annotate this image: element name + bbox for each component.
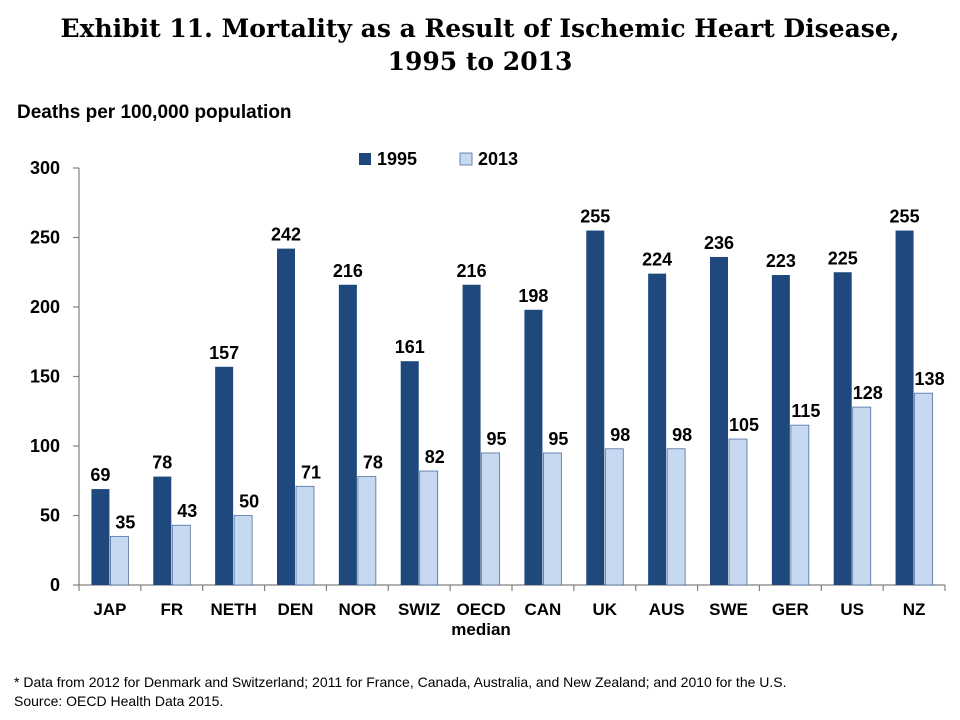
legend-label-1995: 1995 (377, 149, 417, 169)
bar-2013 (419, 470, 439, 586)
data-label-1995: 78 (152, 453, 172, 473)
y-tick-label: 200 (30, 297, 60, 317)
data-label-2013: 105 (729, 415, 759, 435)
legend-swatch-1995 (359, 153, 371, 165)
bar-1995 (648, 273, 667, 585)
bar-1995 (153, 476, 172, 585)
y-tick-label: 50 (40, 506, 60, 526)
footnote: * Data from 2012 for Denmark and Switzer… (14, 673, 787, 711)
chart-title-line-2: 1995 to 2013 (387, 47, 573, 76)
data-label-2013: 35 (115, 512, 135, 532)
chart-title-line-1: Exhibit 11. Mortality as a Result of Isc… (60, 14, 900, 43)
data-label-1995: 216 (457, 261, 487, 281)
x-category-label: DEN (278, 600, 314, 619)
x-category-label: SWIZ (398, 600, 441, 619)
y-tick-label: 150 (30, 367, 60, 387)
data-label-1995: 236 (704, 233, 734, 253)
bar-2013 (357, 476, 377, 586)
bar-2013 (543, 452, 562, 586)
bar-2013 (914, 392, 933, 586)
legend-label-2013: 2013 (478, 149, 518, 169)
x-category-label: NOR (338, 600, 376, 619)
x-category-label: US (840, 600, 864, 619)
x-category-label: NZ (903, 600, 926, 619)
data-label-1995: 225 (828, 248, 858, 268)
bar-2013 (852, 406, 872, 586)
y-axis-label: Deaths per 100,000 population (17, 102, 292, 123)
data-label-2013: 98 (672, 425, 692, 445)
y-tick-label: 300 (30, 158, 60, 178)
bar-2013 (728, 438, 748, 586)
bar-1995 (833, 272, 852, 585)
x-category-label: AUS (649, 600, 685, 619)
x-category-label: OECD (457, 600, 506, 619)
data-label-1995: 216 (333, 261, 363, 281)
bar-2013 (171, 524, 191, 586)
data-label-1995: 69 (90, 465, 110, 485)
footnote-data-note: * Data from 2012 for Denmark and Switzer… (14, 674, 787, 690)
bar-2013 (481, 452, 500, 586)
data-label-2013: 78 (363, 453, 383, 473)
y-tick-label: 100 (30, 436, 60, 456)
data-label-1995: 198 (518, 286, 548, 306)
bar-1995 (710, 256, 728, 585)
data-label-1995: 223 (766, 251, 796, 271)
data-label-1995: 161 (395, 337, 425, 357)
data-label-2013: 82 (425, 447, 445, 467)
bar-2013 (790, 424, 810, 586)
bar-1995 (338, 284, 357, 585)
data-label-2013: 43 (177, 501, 197, 521)
data-label-2013: 95 (548, 429, 568, 449)
data-label-1995: 255 (890, 207, 920, 227)
bar-2013 (604, 448, 624, 586)
bar-1995 (400, 361, 419, 585)
y-tick-label: 250 (30, 228, 60, 248)
bar-1995 (91, 489, 110, 585)
data-label-2013: 128 (853, 383, 883, 403)
data-label-2013: 50 (239, 492, 259, 512)
x-category-label: CAN (525, 600, 562, 619)
x-category-label: NETH (211, 600, 257, 619)
bar-1995 (895, 230, 914, 586)
data-label-1995: 255 (580, 207, 610, 227)
x-category-label: JAP (93, 600, 126, 619)
bar-2013 (110, 535, 129, 586)
bar-1995 (771, 275, 790, 585)
bar-1995 (462, 284, 481, 585)
data-label-2013: 138 (915, 369, 945, 389)
footnote-source: Source: OECD Health Data 2015. (14, 693, 224, 709)
x-category-label: GER (772, 600, 809, 619)
legend-swatch-2013 (459, 152, 473, 166)
x-category-label: UK (593, 600, 618, 619)
bar-1995 (277, 248, 295, 585)
data-label-2013: 95 (487, 429, 507, 449)
bar-1995 (586, 230, 605, 586)
bar-2013 (666, 448, 686, 586)
bar-1995 (524, 309, 543, 585)
bar-2013 (295, 485, 315, 586)
data-label-1995: 157 (209, 343, 239, 363)
data-label-1995: 242 (271, 225, 301, 245)
x-category-label: FR (160, 600, 183, 619)
data-label-2013: 71 (301, 462, 321, 482)
bar-1995 (215, 366, 234, 585)
data-label-2013: 115 (791, 401, 820, 421)
data-label-1995: 224 (642, 250, 672, 270)
x-category-label: SWE (709, 600, 748, 619)
data-label-2013: 98 (610, 425, 630, 445)
y-tick-label: 0 (50, 575, 60, 595)
x-category-label: median (451, 620, 511, 639)
bar-2013 (233, 515, 253, 586)
chart-title: Exhibit 11. Mortality as a Result of Isc… (0, 12, 960, 78)
